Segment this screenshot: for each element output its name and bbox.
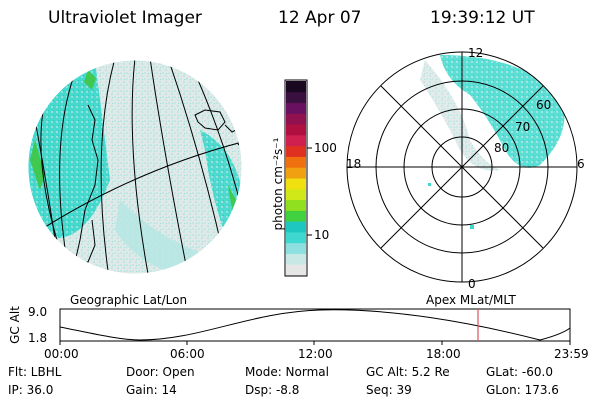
altitude-plot [59,308,571,345]
colorbar-cell [286,178,306,190]
right-map-caption: Apex MLat/MLT [426,293,516,307]
colorbar-cell [286,242,306,254]
colorbar-cell [286,199,306,211]
lat-label-60: 60 [536,98,552,112]
time-label: 19:39:12 UT [430,8,535,28]
left-globe [28,60,242,274]
colorbar-tick-10: 10 [314,228,330,242]
status-glon: GLon: 173.6 [486,383,559,397]
alt-ytick-low: 1.8 [28,331,48,345]
alt-xtick-1200: 12:00 [298,347,333,361]
colorbar-cell [286,81,306,93]
status-gcalt: GC Alt: 5.2 Re [366,365,450,379]
alt-ylabel: GC Alt [8,306,22,344]
status-flt: Flt: LBHL [8,365,62,379]
colorbar-cell [286,167,306,179]
colorbar-cell [286,210,306,222]
status-gain: Gain: 14 [126,383,177,397]
mlt-label-18: 18 [346,157,362,171]
alt-xtick-0600: 06:00 [170,347,205,361]
left-map-caption: Geographic Lat/Lon [70,293,188,307]
status-door: Door: Open [126,365,195,379]
colorbar-cell [286,124,306,136]
colorbar-cell [286,145,306,157]
colorbar-cell [286,113,306,125]
colorbar-cell [286,253,306,265]
alt-xtick-2359: 23:59 [554,347,589,361]
alt-ytick-high: 9.0 [28,305,48,319]
colorbar-tick-100: 100 [314,141,337,155]
status-mode: Mode: Normal [245,365,329,379]
colorbar-cell [286,134,306,147]
polar-plot [346,51,578,283]
colorbar-cell [286,221,306,233]
colorbar-cell [286,156,306,168]
app-title: Ultraviolet Imager [48,8,202,28]
mlt-label-0: 0 [468,277,476,291]
colorbar-cell [286,102,306,114]
colorbar-cell [286,264,306,276]
mlt-label-6: 6 [577,157,585,171]
colorbar-cell [286,231,306,244]
colorbar-cell [286,188,306,201]
status-ip: IP: 36.0 [8,383,54,397]
colorbar-cell [286,91,306,104]
status-glat: GLat: -60.0 [486,365,553,379]
status-dsp: Dsp: -8.8 [245,383,300,397]
lat-label-80: 80 [494,141,510,155]
date-label: 12 Apr 07 [278,8,362,28]
alt-xtick-0000: 00:00 [44,347,79,361]
colorbar-unit-label: photon cm⁻²s⁻¹ [271,137,285,231]
mlt-label-12: 12 [468,46,484,60]
alt-xtick-1800: 18:00 [426,347,461,361]
colorbar [284,79,312,277]
lat-label-70: 70 [515,120,531,134]
status-seq: Seq: 39 [366,383,412,397]
